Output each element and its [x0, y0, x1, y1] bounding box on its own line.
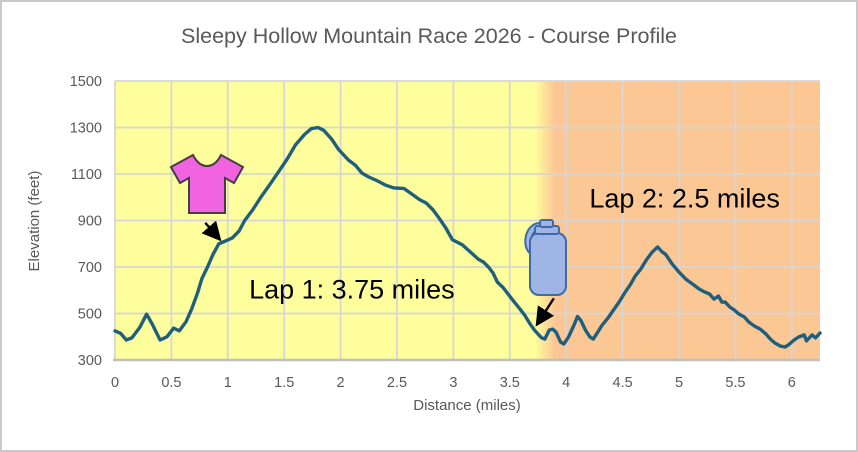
y-tick-label: 1100: [71, 167, 102, 183]
x-tick-label: 6: [788, 375, 796, 391]
x-tick-label: 5: [675, 375, 683, 391]
elevation-line: [113, 125, 822, 349]
x-tick-label: 5.5: [725, 375, 745, 391]
water-bottle-icon: [524, 218, 568, 296]
y-tick-label: 900: [78, 214, 102, 230]
bottle-knob: [539, 218, 555, 228]
x-tick-label: 0.5: [161, 375, 181, 391]
annotation-arrow: [201, 220, 222, 242]
y-tick-label: 1300: [70, 121, 102, 137]
y-tick-label: 700: [78, 260, 102, 276]
x-tick-label: 1: [224, 375, 232, 391]
y-tick-label: 500: [78, 307, 102, 323]
chart-title: Sleepy Hollow Mountain Race 2026 - Cours…: [181, 24, 677, 48]
lap2-annotation: Lap 2: 2.5 miles: [589, 183, 780, 214]
x-axis-title: Distance (miles): [413, 397, 521, 414]
x-tick-label: 2.5: [387, 375, 407, 391]
x-tick-label: 3: [449, 375, 457, 391]
lap1-annotation: Lap 1: 3.75 miles: [249, 274, 455, 305]
x-tick-label: 1.5: [274, 375, 294, 391]
x-tick-label: 0: [111, 375, 119, 391]
tshirt-shape: [170, 154, 245, 215]
x-tick-label: 4: [562, 375, 570, 391]
x-tick-label: 4.5: [613, 375, 633, 391]
x-tick-label: 3.5: [500, 375, 520, 391]
annotation-arrow: [535, 297, 555, 327]
y-tick-label: 1500: [70, 74, 102, 90]
bottle-body: [529, 231, 568, 296]
y-axis-title: Elevation (feet): [26, 170, 43, 272]
y-tick-label: 300: [78, 353, 102, 369]
tshirt-icon: [170, 154, 245, 215]
x-tick-label: 2: [337, 375, 345, 391]
